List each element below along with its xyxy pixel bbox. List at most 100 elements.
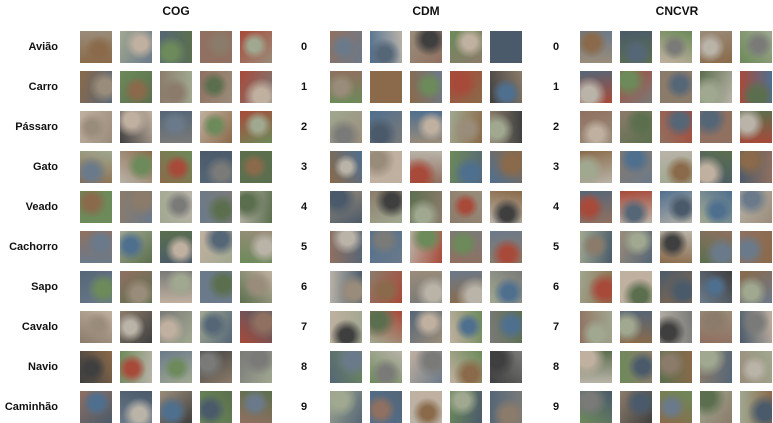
sample-image: [240, 191, 272, 223]
sample-image: [80, 351, 112, 383]
sample-image: [700, 271, 732, 303]
class-index-label: 4: [552, 201, 560, 213]
sample-image: [240, 31, 272, 63]
sample-image: [240, 311, 272, 343]
sample-image: [370, 391, 402, 423]
sample-image: [490, 351, 522, 383]
sample-image: [200, 31, 232, 63]
class-label: Sapo: [31, 281, 58, 293]
class-label: Veado: [25, 201, 58, 213]
sample-image: [120, 151, 152, 183]
sample-image: [620, 71, 652, 103]
sample-image: [620, 311, 652, 343]
sample-image: [240, 151, 272, 183]
sample-image: [160, 111, 192, 143]
sample-image: [370, 151, 402, 183]
sample-image: [660, 351, 692, 383]
sample-image: [80, 31, 112, 63]
sample-image: [490, 71, 522, 103]
sample-image: [580, 271, 612, 303]
sample-image: [330, 391, 362, 423]
sample-image: [330, 191, 362, 223]
sample-image: [370, 231, 402, 263]
sample-image: [200, 151, 232, 183]
sample-image: [660, 71, 692, 103]
sample-image: [700, 191, 732, 223]
sample-image: [120, 71, 152, 103]
sample-image: [580, 391, 612, 423]
sample-image: [660, 111, 692, 143]
sample-image: [410, 191, 442, 223]
class-index-label: 4: [300, 201, 308, 213]
sample-image: [620, 351, 652, 383]
sample-image: [700, 311, 732, 343]
sample-image: [660, 191, 692, 223]
class-index-label: 2: [300, 121, 308, 133]
sample-image: [700, 31, 732, 63]
class-index-label: 8: [300, 361, 308, 373]
sample-image: [200, 111, 232, 143]
sample-image: [660, 31, 692, 63]
sample-image: [120, 191, 152, 223]
sample-image: [620, 151, 652, 183]
sample-image: [580, 111, 612, 143]
sample-image: [160, 391, 192, 423]
sample-image: [410, 151, 442, 183]
sample-image: [740, 231, 772, 263]
sample-image: [120, 311, 152, 343]
sample-image: [660, 151, 692, 183]
sample-image: [330, 31, 362, 63]
sample-image: [200, 231, 232, 263]
sample-image: [740, 31, 772, 63]
sample-image: [700, 151, 732, 183]
sample-image: [240, 391, 272, 423]
sample-image: [450, 31, 482, 63]
class-index-label: 9: [300, 401, 308, 413]
sample-image: [740, 271, 772, 303]
class-index-label: 1: [552, 81, 560, 93]
sample-image: [410, 231, 442, 263]
class-label: Cachorro: [9, 241, 58, 253]
sample-image: [620, 31, 652, 63]
sample-image: [450, 311, 482, 343]
sample-image: [700, 391, 732, 423]
sample-image: [330, 71, 362, 103]
sample-image: [80, 111, 112, 143]
class-label: Carro: [28, 81, 58, 93]
sample-image: [490, 111, 522, 143]
class-index-label: 0: [552, 41, 560, 53]
sample-image: [490, 31, 522, 63]
sample-image: [240, 71, 272, 103]
sample-image: [700, 351, 732, 383]
sample-image: [620, 111, 652, 143]
sample-image: [80, 71, 112, 103]
sample-image: [240, 111, 272, 143]
sample-image: [120, 391, 152, 423]
sample-image: [200, 311, 232, 343]
sample-image: [490, 391, 522, 423]
class-index-label: 7: [300, 321, 308, 333]
panel-title-cdm: CDM: [412, 4, 440, 18]
sample-image: [370, 191, 402, 223]
sample-image: [160, 311, 192, 343]
sample-image: [580, 71, 612, 103]
class-label: Cavalo: [21, 321, 58, 333]
sample-image: [160, 191, 192, 223]
sample-image: [450, 231, 482, 263]
sample-image: [740, 71, 772, 103]
sample-image: [700, 111, 732, 143]
sample-image: [80, 231, 112, 263]
sample-image: [370, 71, 402, 103]
sample-image: [660, 271, 692, 303]
class-label: Avião: [28, 41, 58, 53]
sample-image: [580, 351, 612, 383]
sample-image: [160, 351, 192, 383]
sample-image: [330, 311, 362, 343]
class-label: Gato: [32, 161, 58, 173]
sample-image: [370, 311, 402, 343]
sample-image: [330, 111, 362, 143]
sample-image: [200, 191, 232, 223]
sample-image: [240, 271, 272, 303]
sample-image: [620, 191, 652, 223]
sample-image: [120, 31, 152, 63]
